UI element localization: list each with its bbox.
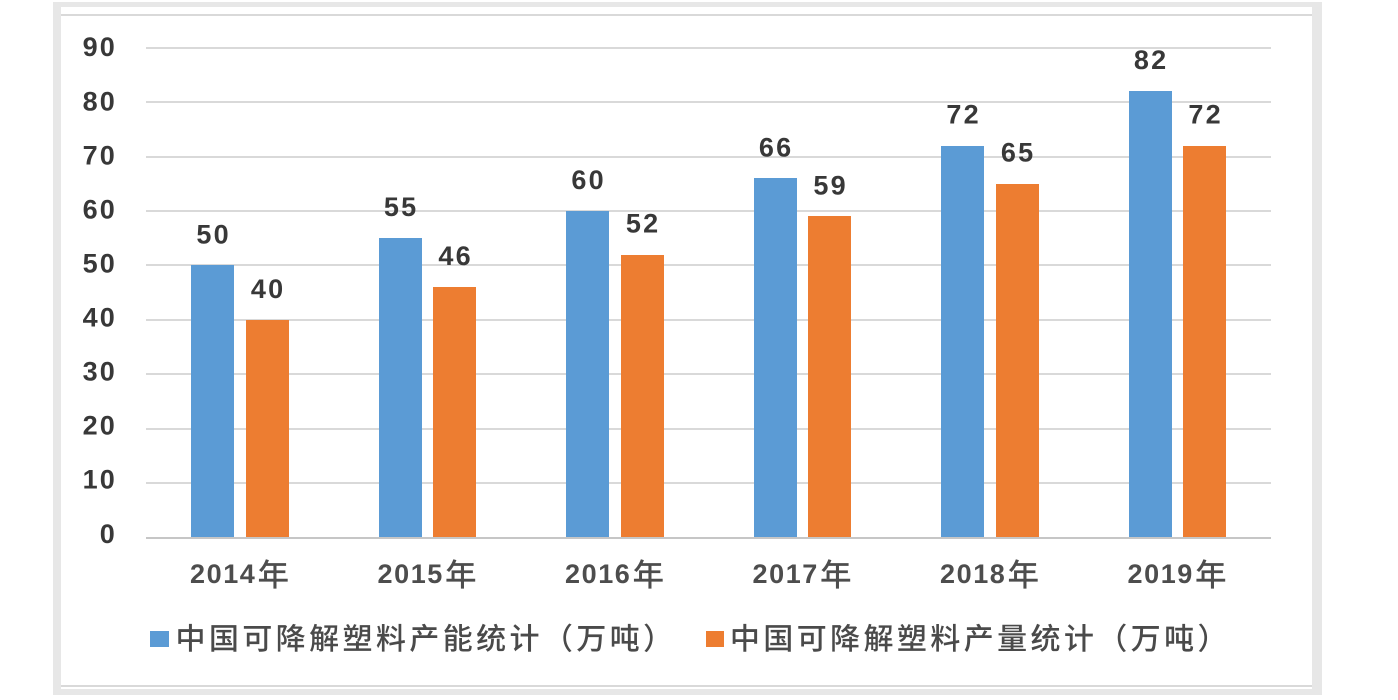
svg-text:66: 66	[759, 132, 793, 162]
svg-text:40: 40	[83, 303, 117, 333]
svg-text:1: 1	[411, 559, 426, 589]
svg-text:0: 0	[1144, 559, 1159, 589]
svg-text:10: 10	[83, 465, 117, 495]
svg-text:0: 0	[769, 559, 784, 589]
svg-text:40: 40	[251, 274, 285, 304]
svg-text:50: 50	[83, 249, 117, 279]
svg-text:0: 0	[100, 519, 117, 549]
svg-text:0: 0	[207, 559, 222, 589]
svg-text:1: 1	[973, 559, 988, 589]
svg-text:20: 20	[83, 411, 117, 441]
svg-text:0: 0	[582, 559, 597, 589]
svg-text:72: 72	[1188, 100, 1222, 130]
svg-text:90: 90	[83, 32, 117, 62]
svg-text:50: 50	[196, 219, 230, 249]
svg-text:2: 2	[1128, 559, 1143, 589]
svg-text:6: 6	[615, 559, 630, 589]
svg-text:60: 60	[571, 165, 605, 195]
svg-text:0: 0	[394, 559, 409, 589]
svg-text:60: 60	[83, 194, 117, 224]
svg-text:72: 72	[946, 100, 980, 130]
svg-text:59: 59	[813, 170, 847, 200]
svg-text:7: 7	[802, 559, 817, 589]
svg-text:1: 1	[598, 559, 613, 589]
svg-text:2: 2	[753, 559, 768, 589]
svg-text:30: 30	[83, 357, 117, 387]
svg-text:9: 9	[1177, 559, 1192, 589]
svg-text:2: 2	[940, 559, 955, 589]
svg-text:1: 1	[1161, 559, 1176, 589]
svg-text:1: 1	[223, 559, 238, 589]
svg-text:0: 0	[957, 559, 972, 589]
svg-text:46: 46	[438, 241, 472, 271]
svg-text:2: 2	[190, 559, 205, 589]
svg-text:52: 52	[626, 209, 660, 239]
svg-text:80: 80	[83, 86, 117, 116]
svg-text:55: 55	[384, 192, 418, 222]
svg-text:65: 65	[1001, 138, 1035, 168]
svg-text:8: 8	[990, 559, 1005, 589]
svg-text:5: 5	[427, 559, 442, 589]
svg-text:2: 2	[378, 559, 393, 589]
svg-text:1: 1	[786, 559, 801, 589]
svg-text:82: 82	[1134, 45, 1168, 75]
svg-text:2: 2	[565, 559, 580, 589]
svg-text:70: 70	[83, 140, 117, 170]
svg-text:4: 4	[240, 559, 255, 589]
